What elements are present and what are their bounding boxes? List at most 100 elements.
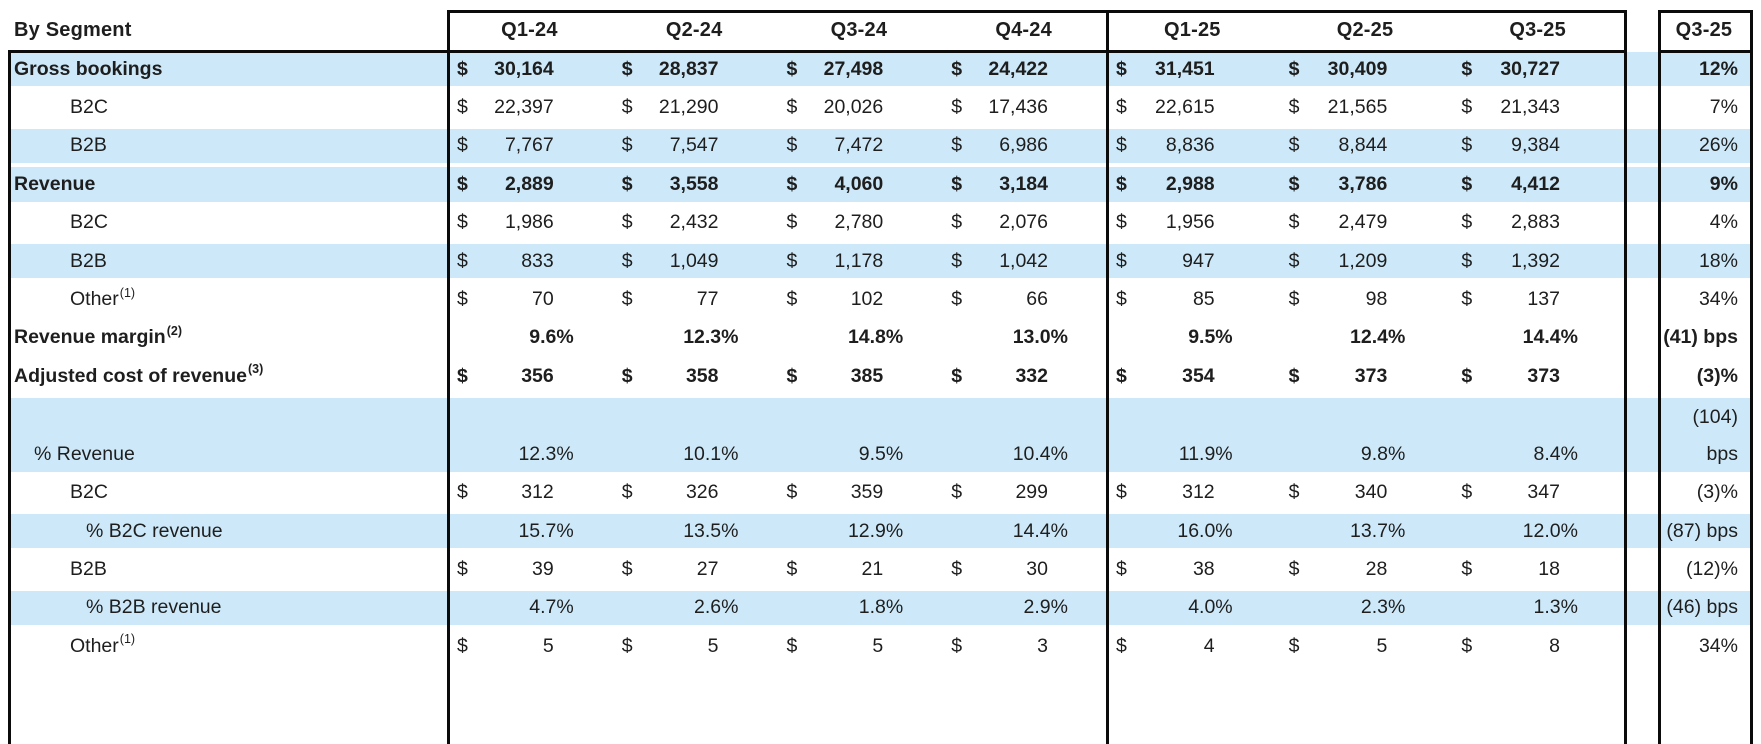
value-cell: 13.7% xyxy=(1279,514,1452,548)
amount-value: 20,026 xyxy=(823,96,884,119)
change-value: (46) bps xyxy=(1666,596,1738,619)
spacer-cell xyxy=(1624,476,1658,510)
value-cell: $5 xyxy=(1279,629,1452,663)
value-cell: $833 xyxy=(447,244,612,278)
footnote-superscript: (3) xyxy=(247,362,264,377)
value-cell: 11.9% xyxy=(1106,398,1279,473)
header-bottom-rule xyxy=(8,50,1627,53)
amount-value: 8,836 xyxy=(1165,134,1215,157)
amount-value: 102 xyxy=(850,288,884,311)
amount-value: 4 xyxy=(1203,634,1215,657)
row-label-text: B2C xyxy=(70,481,108,504)
dollar-sign: $ xyxy=(621,634,633,657)
dollar-sign: $ xyxy=(1116,481,1127,504)
change-cell: 7% xyxy=(1658,90,1750,124)
col-header-q2-25: Q2-25 xyxy=(1336,18,1394,41)
value-cell: $85 xyxy=(1106,282,1279,316)
value-cell: $2,988 xyxy=(1106,167,1279,201)
amount-value: 340 xyxy=(1354,481,1388,504)
spacer-cell xyxy=(1624,167,1658,201)
value-cell: 1.8% xyxy=(777,591,942,625)
change-cell: 34% xyxy=(1658,282,1750,316)
value-cell: 9.8% xyxy=(1279,398,1452,473)
dollar-sign: $ xyxy=(1461,211,1473,234)
table-row: Revenue margin (2) 9.6% 12.3% 14.8% 13.0% 9.5%… xyxy=(8,318,1750,358)
change-cell: (87) bps xyxy=(1658,514,1750,548)
row-label: Other (1) xyxy=(8,282,447,316)
amount-value: 2,780 xyxy=(834,211,884,234)
amount-value: 356 xyxy=(521,364,554,387)
value-cell: $18 xyxy=(1451,552,1624,586)
dollar-sign: $ xyxy=(621,172,633,195)
value-cell: $27,498 xyxy=(777,52,942,86)
dollar-sign: $ xyxy=(951,211,963,234)
percent-value: 12.3% xyxy=(683,326,739,349)
row-label: Revenue margin (2) xyxy=(8,321,447,355)
dollar-sign: $ xyxy=(951,557,963,580)
amount-value: 1,986 xyxy=(504,211,554,234)
value-cell: $2,432 xyxy=(612,206,777,240)
value-cell: $373 xyxy=(1279,359,1452,393)
value-cell: $6,986 xyxy=(941,129,1106,163)
value-cell: $2,889 xyxy=(447,167,612,201)
amount-value: 7,767 xyxy=(504,134,554,157)
value-cell: $340 xyxy=(1279,476,1452,510)
dollar-sign: $ xyxy=(1116,249,1127,272)
change-cell: (46) bps xyxy=(1658,591,1750,625)
percent-value: 13.5% xyxy=(683,519,739,542)
dollar-sign: $ xyxy=(786,557,798,580)
dollar-sign: $ xyxy=(457,634,468,657)
change-cell: 18% xyxy=(1658,244,1750,278)
value-cell: 4.0% xyxy=(1106,591,1279,625)
value-cell: $17,436 xyxy=(941,90,1106,124)
amount-value: 21 xyxy=(861,557,884,580)
dollar-sign: $ xyxy=(457,364,468,387)
dollar-sign: $ xyxy=(1288,249,1300,272)
change-cell: (3)% xyxy=(1658,476,1750,510)
dollar-sign: $ xyxy=(1288,211,1300,234)
dollar-sign: $ xyxy=(1461,288,1473,311)
change-value-line: bps xyxy=(1706,442,1738,465)
value-cell: $30 xyxy=(941,552,1106,586)
value-cell: $7,767 xyxy=(447,129,612,163)
year-group-divider xyxy=(1106,10,1109,744)
value-cell: $1,392 xyxy=(1451,244,1624,278)
percent-value: 13.7% xyxy=(1350,519,1406,542)
amount-value: 2,432 xyxy=(669,211,719,234)
value-cell: $27 xyxy=(612,552,777,586)
amount-value: 299 xyxy=(1015,481,1048,504)
dollar-sign: $ xyxy=(621,249,633,272)
value-cell: $66 xyxy=(941,282,1106,316)
value-cell: $8,836 xyxy=(1106,129,1279,163)
value-cell: 12.3% xyxy=(612,321,777,355)
value-cell: $4,412 xyxy=(1451,167,1624,201)
percent-value: 4.0% xyxy=(1188,596,1233,619)
col-header-q1-24: Q1-24 xyxy=(501,18,558,41)
value-cell: $2,076 xyxy=(941,206,1106,240)
amount-value: 4,412 xyxy=(1511,172,1560,195)
dollar-sign: $ xyxy=(457,96,468,119)
percent-value: 1.3% xyxy=(1533,596,1578,619)
dollar-sign: $ xyxy=(786,96,798,119)
amount-value: 38 xyxy=(1192,557,1215,580)
dollar-sign: $ xyxy=(1461,172,1473,195)
value-cell: 16.0% xyxy=(1106,514,1279,548)
row-label: B2B xyxy=(8,129,447,163)
value-cell: $28,837 xyxy=(612,52,777,86)
table-row: B2C $1,986 $2,432 $2,780 $2,076 $1,956 $2,479 $… xyxy=(8,203,1750,242)
value-cell: $3 xyxy=(941,629,1106,663)
dollar-sign: $ xyxy=(1461,57,1473,80)
dollar-sign: $ xyxy=(951,134,963,157)
amount-value: 21,290 xyxy=(658,96,719,119)
dollar-sign: $ xyxy=(457,557,468,580)
dollar-sign: $ xyxy=(1461,364,1473,387)
dollar-sign: $ xyxy=(621,364,633,387)
amount-value: 2,479 xyxy=(1338,211,1388,234)
row-label: B2B xyxy=(8,552,447,586)
change-value: (3)% xyxy=(1696,364,1738,387)
table-row: % B2C revenue 15.7% 13.5% 12.9% 14.4% 16.0% 13… xyxy=(8,511,1750,551)
spacer-cell xyxy=(1624,398,1658,473)
dollar-sign: $ xyxy=(1116,364,1127,387)
table-row: % B2B revenue 4.7% 2.6% 1.8% 2.9% 4.0% 2.3% 1.3… xyxy=(8,588,1750,628)
